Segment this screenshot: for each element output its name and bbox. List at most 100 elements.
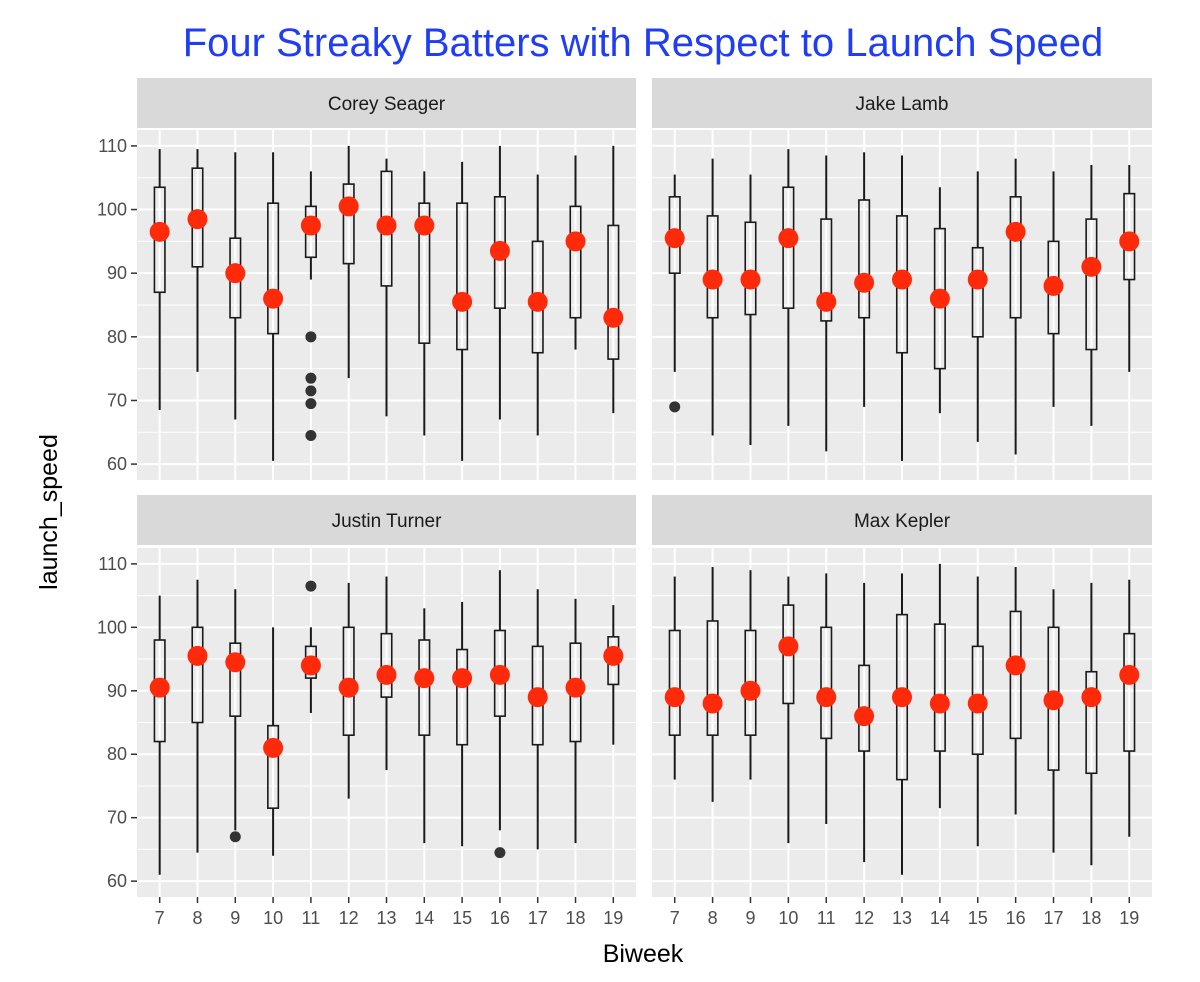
box-body	[456, 648, 469, 746]
box-16	[1005, 567, 1026, 815]
box-12	[854, 582, 875, 863]
median-point	[778, 636, 799, 657]
panel-strip	[652, 495, 1152, 545]
y-axis-title: launch_speed	[35, 434, 63, 590]
x-tick-label: 13	[376, 908, 396, 928]
box-body	[456, 202, 469, 351]
box-body	[1085, 670, 1098, 775]
box-14	[414, 171, 435, 436]
x-tick-label: 15	[968, 908, 988, 928]
box-9	[225, 589, 246, 843]
box-body	[380, 632, 393, 698]
box-body	[1085, 218, 1098, 351]
median-point	[565, 677, 586, 698]
median-point	[1081, 687, 1102, 708]
panel-corey-seager: Corey Seager 60 70 80 90 100 110	[97, 78, 636, 480]
median-point	[149, 677, 170, 698]
box-body	[706, 620, 719, 736]
x-tick-label: 19	[1119, 908, 1139, 928]
median-point	[816, 291, 837, 312]
outlier-point	[229, 831, 241, 843]
box-19	[1119, 165, 1140, 372]
median-point	[452, 668, 473, 689]
outlier-point	[305, 385, 317, 397]
median-point	[376, 215, 397, 236]
box-body	[191, 626, 204, 724]
x-tick-label: 19	[603, 908, 623, 928]
x-tick-label: 10	[778, 908, 798, 928]
box-10	[778, 149, 799, 426]
panel-strip-label: Jake Lamb	[856, 94, 949, 115]
median-point	[376, 664, 397, 685]
box-body	[267, 202, 280, 335]
box-7	[149, 149, 170, 410]
box-16	[1005, 158, 1026, 455]
y-tick-label: 60	[107, 871, 127, 891]
box-18	[1081, 582, 1102, 866]
box-14	[414, 608, 435, 844]
x-tick-label: 9	[745, 908, 755, 928]
box-15	[452, 161, 473, 461]
box-13	[376, 158, 397, 417]
outlier-point	[305, 372, 317, 384]
box-body	[1009, 610, 1022, 740]
x-tick-label: 15	[452, 908, 472, 928]
x-tick-label: 17	[528, 908, 548, 928]
x-tick-label: 17	[1043, 908, 1063, 928]
median-point	[1119, 231, 1140, 252]
median-point	[664, 687, 685, 708]
box-8	[187, 579, 208, 853]
median-point	[854, 706, 875, 727]
median-point	[225, 652, 246, 673]
x-tick-label: 7	[670, 908, 680, 928]
box-body	[820, 626, 833, 740]
panel-strip	[652, 78, 1152, 128]
box-body	[569, 205, 582, 319]
median-point	[702, 269, 723, 290]
outlier-point	[305, 429, 317, 441]
box-13	[892, 155, 912, 461]
box-13	[892, 573, 912, 875]
panel-strip-label: Max Kepler	[854, 511, 951, 532]
median-point	[149, 221, 170, 242]
median-point	[1081, 256, 1102, 277]
box-7	[664, 576, 685, 780]
x-tick-label: 14	[930, 908, 950, 928]
box-9	[740, 570, 761, 780]
box-12	[338, 145, 359, 379]
x-tick-label: 16	[490, 908, 510, 928]
box-body	[1009, 196, 1022, 319]
box-body	[607, 224, 620, 360]
x-tick-label: 9	[230, 908, 240, 928]
median-point	[452, 291, 473, 312]
box-body	[668, 629, 681, 736]
median-point	[489, 240, 510, 261]
outlier-point	[669, 401, 681, 413]
x-tick-label: 8	[192, 908, 202, 928]
median-point	[603, 307, 624, 328]
median-point	[225, 263, 246, 284]
box-15	[967, 576, 988, 847]
box-10	[778, 576, 799, 844]
median-point	[527, 687, 548, 708]
box-17	[1043, 171, 1064, 407]
y-tick-label: 90	[107, 263, 127, 283]
median-point	[1043, 690, 1064, 711]
box-10	[263, 627, 284, 856]
box-11	[300, 171, 321, 441]
box-16	[489, 570, 510, 859]
median-point	[527, 291, 548, 312]
y-tick-label: 80	[107, 327, 127, 347]
y-tick-label: 90	[107, 681, 127, 701]
median-point	[778, 228, 799, 249]
x-tick-label: 8	[708, 908, 718, 928]
median-point	[187, 209, 208, 230]
median-point	[854, 272, 875, 293]
y-tick-label: 60	[107, 454, 127, 474]
box-body	[820, 218, 833, 322]
box-16	[489, 145, 510, 420]
x-tick-label: 11	[302, 908, 321, 928]
outlier-point	[305, 331, 317, 343]
box-body	[229, 642, 242, 717]
